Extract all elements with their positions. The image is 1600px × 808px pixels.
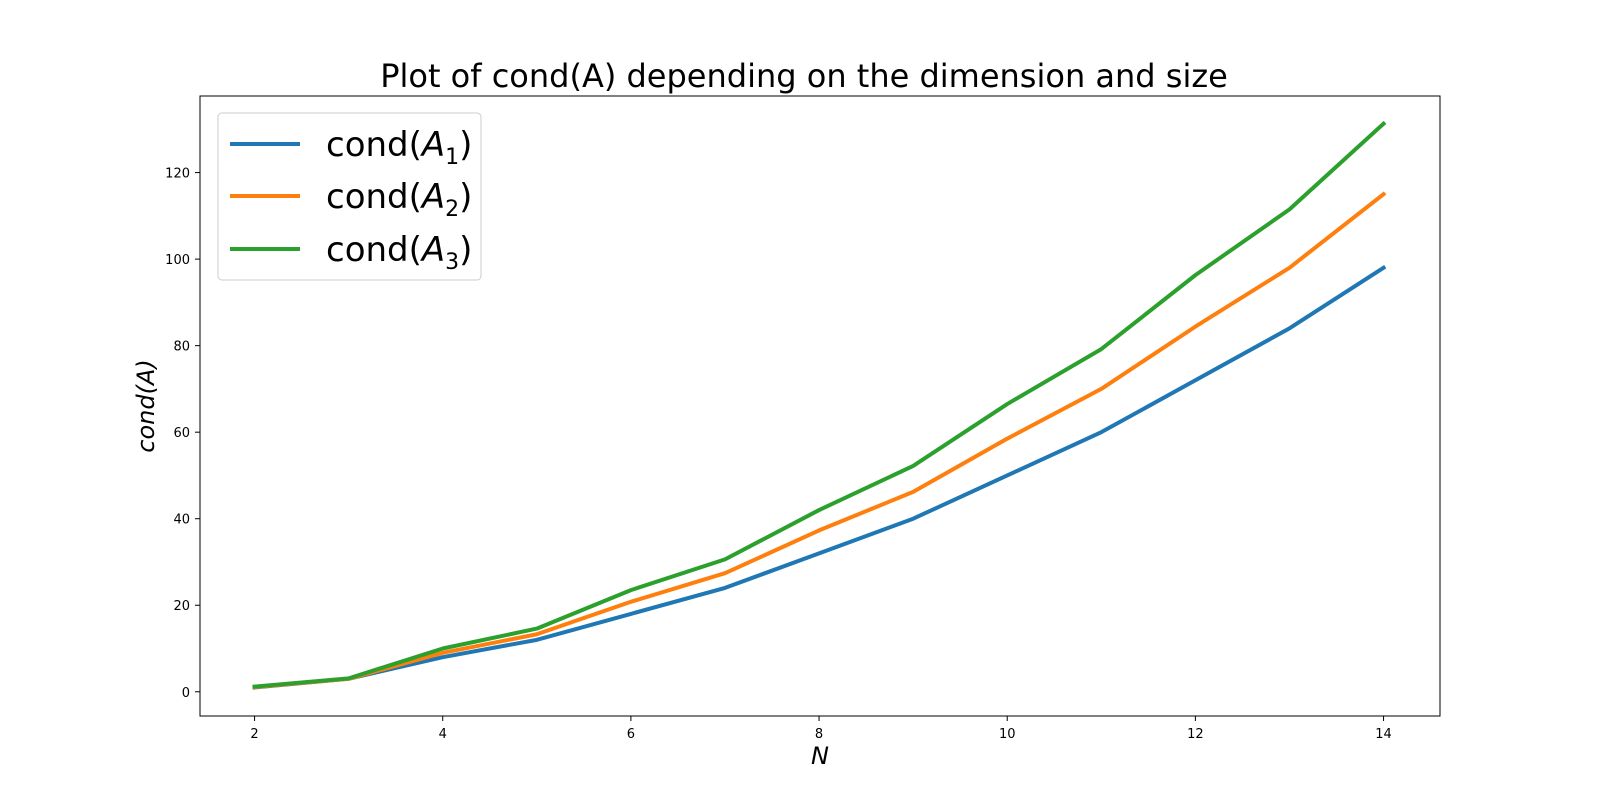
y-tick-label: 20 — [173, 599, 190, 614]
legend: cond(A1) cond(A2) cond(A3) — [217, 112, 482, 281]
legend-box — [217, 112, 482, 281]
y-tick-label: 80 — [173, 340, 190, 355]
legend-label-3: cond(A3) — [326, 230, 472, 275]
series-line-2 — [252, 191, 1387, 690]
y-tick-label: 120 — [165, 167, 190, 182]
series-line-3 — [252, 120, 1387, 689]
chart-title: Plot of cond(A) depending on the dimensi… — [380, 57, 1228, 95]
y-axis-label: cond(A) — [132, 359, 160, 452]
x-tick-label: 8 — [815, 727, 823, 742]
plot-frame — [199, 95, 1441, 717]
x-tick-label: 4 — [439, 727, 447, 742]
x-tick-label: 12 — [1187, 727, 1204, 742]
y-tick-label: 0 — [182, 686, 190, 701]
x-ticks: 2 4 6 8 10 12 14 — [250, 716, 1392, 742]
x-tick-label: 14 — [1375, 727, 1392, 742]
legend-label-2: cond(A2) — [326, 177, 472, 222]
series-layer — [252, 120, 1387, 690]
x-tick-label: 2 — [250, 727, 258, 742]
y-tick-label: 60 — [173, 426, 190, 441]
y-ticks: 0 20 40 60 80 100 120 — [165, 167, 200, 701]
x-axis-label: N — [811, 742, 829, 770]
x-tick-label: 10 — [999, 727, 1016, 742]
legend-label-1: cond(A1) — [326, 125, 472, 170]
y-tick-label: 100 — [165, 253, 190, 268]
x-tick-label: 6 — [627, 727, 635, 742]
series-line-1 — [252, 265, 1387, 690]
y-tick-label: 40 — [173, 513, 190, 528]
